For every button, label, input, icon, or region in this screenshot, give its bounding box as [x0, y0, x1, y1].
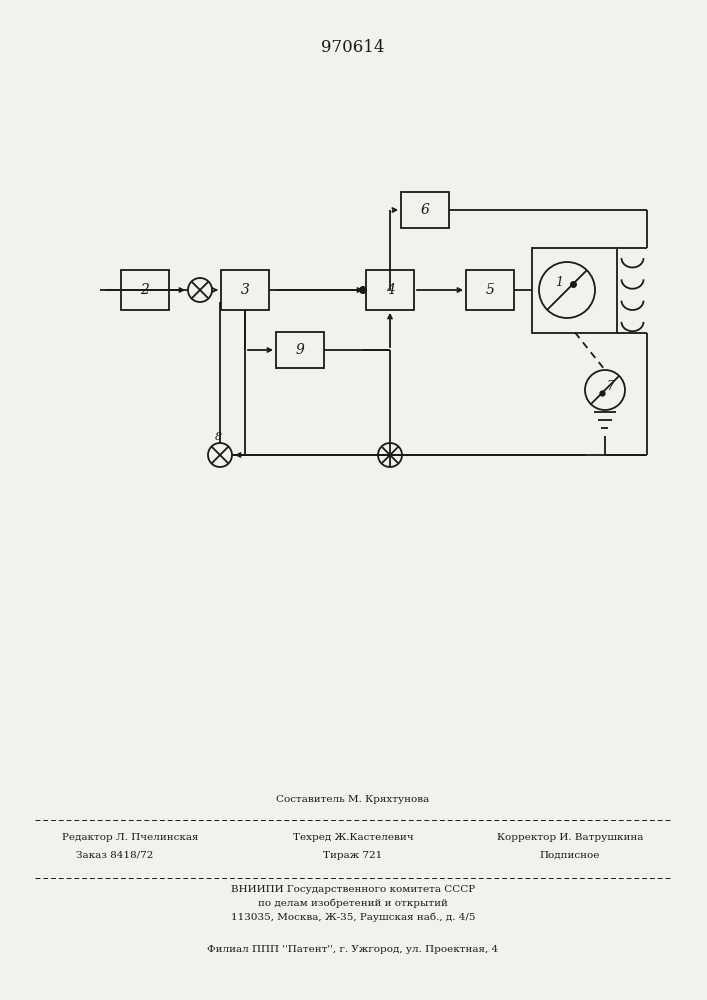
Circle shape — [359, 286, 367, 294]
Text: по делам изобретений и открытий: по делам изобретений и открытий — [258, 898, 448, 908]
Text: Редактор Л. Пчелинская: Редактор Л. Пчелинская — [62, 834, 198, 842]
Text: Тираж 721: Тираж 721 — [323, 850, 382, 859]
Text: 6: 6 — [421, 203, 429, 217]
Text: Заказ 8418/72: Заказ 8418/72 — [76, 850, 153, 859]
Text: 1: 1 — [555, 276, 563, 290]
Text: ВНИИПИ Государственного комитета СССР: ВНИИПИ Государственного комитета СССР — [231, 884, 475, 894]
Text: Корректор И. Ватрушкина: Корректор И. Ватрушкина — [497, 834, 643, 842]
Text: 970614: 970614 — [321, 39, 385, 56]
Text: Составитель М. Кряхтунова: Составитель М. Кряхтунова — [276, 796, 430, 804]
Text: Подписное: Подписное — [540, 850, 600, 859]
Bar — [221, 270, 269, 310]
Text: 5: 5 — [486, 283, 494, 297]
Text: Филиал ППП ''Патент'', г. Ужгород, ул. Проектная, 4: Филиал ППП ''Патент'', г. Ужгород, ул. П… — [207, 946, 498, 954]
Text: 8: 8 — [214, 432, 221, 442]
Text: 4: 4 — [385, 283, 395, 297]
Text: 2: 2 — [141, 283, 149, 297]
Text: Техред Ж.Кастелевич: Техред Ж.Кастелевич — [293, 834, 414, 842]
Bar — [121, 270, 169, 310]
Bar — [466, 270, 514, 310]
Bar — [276, 332, 324, 368]
Text: 3: 3 — [240, 283, 250, 297]
Bar — [366, 270, 414, 310]
Text: 9: 9 — [296, 343, 305, 357]
Text: 7: 7 — [606, 379, 614, 392]
Bar — [401, 192, 449, 228]
Text: 113035, Москва, Ж-35, Раушская наб., д. 4/5: 113035, Москва, Ж-35, Раушская наб., д. … — [230, 912, 475, 922]
Bar — [532, 247, 617, 332]
